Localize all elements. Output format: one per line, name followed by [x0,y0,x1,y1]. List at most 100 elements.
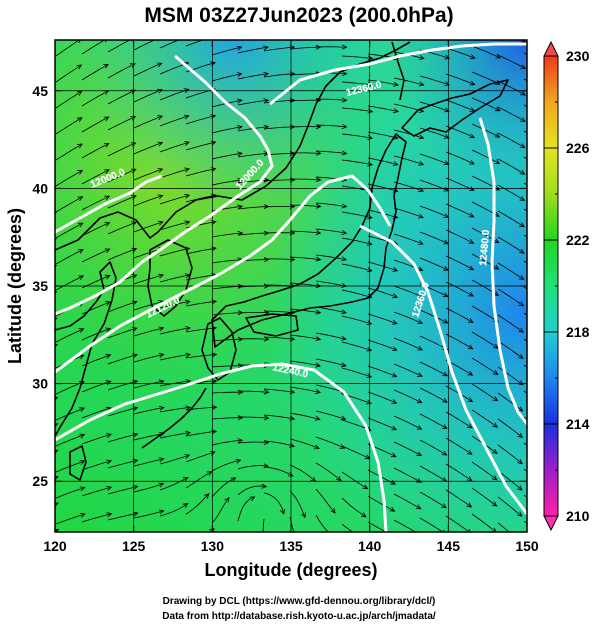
streamline-arrow [497,288,525,307]
streamline-arrow [55,423,59,428]
colorbar-label: 210 [566,508,590,524]
streamline-arrow [55,143,83,161]
streamline-arrow [159,379,192,387]
streamline-arrow [185,246,217,255]
streamline-arrow [211,72,243,82]
coastline-shikoku [245,313,299,337]
streamline-arrow [82,12,108,28]
y-axis-ticks [55,90,527,482]
streamline-arrow [341,263,373,273]
streamline-arrow [55,264,58,269]
streamline-arrow [471,383,499,402]
streamline-arrow [107,40,134,53]
streamline-arrow [393,363,423,377]
streamline-arrow [315,514,329,532]
streamline-arrow [107,511,139,521]
streamline-arrow [107,432,139,443]
streamline-arrow [159,352,192,361]
y-axis-label: Latitude (degrees) [5,208,25,364]
streamline-arrow [445,515,471,532]
streamline-arrow [393,519,420,532]
streamline-arrow [55,344,58,348]
streamline-arrow [185,299,218,307]
streamline-arrow [56,12,81,30]
streamline-arrow [211,477,237,498]
streamline-arrow [211,125,243,134]
streamline-arrow [107,485,139,495]
streamline-arrow [315,228,348,235]
y-tick-label: 30 [32,376,48,392]
streamline-arrow [185,493,210,515]
streamline-arrow [497,444,523,465]
coastline-taiwan [69,445,87,481]
streamline-arrow [393,259,424,272]
streamline-arrow [315,332,347,341]
streamline-arrow [393,389,423,404]
colorbar: 230 226 222 218 214 210 [543,40,590,532]
streamline-arrow [341,523,354,532]
streamline-arrow [341,315,373,326]
contour-line-12120 [55,174,392,374]
streamline-arrow [55,90,83,109]
colorbar-min-arrow [543,515,559,532]
streamline-arrow [55,328,85,343]
streamline-arrow [393,467,422,483]
streamline-arrow [55,512,86,525]
streamline-arrow [133,431,165,441]
streamline-arrow [81,63,109,81]
streamline-arrow [237,177,270,184]
streamline-arrow [289,308,322,315]
streamline-arrow [315,254,348,262]
streamline-arrow [237,45,269,54]
streamline-arrow [81,485,113,497]
x-axis-label: Longitude (degrees) [204,560,377,580]
streamline-arrow [262,518,265,532]
footer-credit-line1: Drawing by DCL (https://www.gfd-dennou.o… [163,596,436,607]
streamline-arrow [263,97,296,104]
streamline-arrow [471,409,499,428]
streamline-arrow [497,106,526,122]
footer-credit-line2: Data from http://database.rish.kyoto-u.a… [162,611,436,622]
streamline-arrow [159,299,191,309]
streamline-arrow [315,44,348,50]
streamline-arrow [524,27,551,42]
streamline-arrow [497,184,526,201]
streamline-arrow [367,417,398,431]
streamline-arrow [55,486,86,499]
streamline-arrow [55,196,84,213]
streamline-arrow [289,230,322,236]
contour-line-12480 [478,117,527,425]
streamline-arrow [445,203,475,218]
streamline-arrow [159,326,191,335]
streamline-arrow [81,169,110,185]
streamline-arrow [211,496,230,524]
streamline-arrow [211,45,243,56]
contour-label: 12480.0 [478,229,492,266]
streamline-arrow [315,150,348,156]
streamline-arrow [107,458,139,469]
streamline-arrow [497,392,524,412]
streamline-arrow [185,429,218,437]
streamline-arrow [133,168,164,181]
streamline-arrow [445,333,474,350]
y-tick-label: 25 [32,473,48,489]
streamline-arrow [55,396,59,401]
streamline-arrow [289,256,322,262]
streamline-arrow [393,181,425,193]
streamline-arrow [55,40,81,57]
streamline-arrow [445,73,476,86]
streamline-arrow [367,313,398,325]
streamline-arrow [367,495,396,512]
streamline-arrow [393,415,423,430]
streamline-arrow [367,157,399,167]
streamline-arrow [55,169,84,187]
y-tick-labels: 25 30 35 40 45 [32,83,48,489]
streamline-arrow [133,194,164,207]
streamline-arrow [237,483,268,496]
colorbar-label: 218 [566,324,590,340]
streamline-arrow [55,159,57,162]
streamline-arrow [289,490,306,519]
streamline-arrow [394,26,424,33]
streamline-arrow [445,411,473,429]
contour-line-12240 [55,362,388,532]
